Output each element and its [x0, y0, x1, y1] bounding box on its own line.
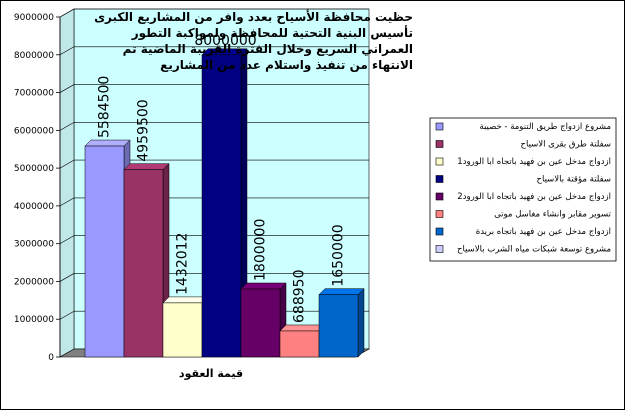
- bar: [201, 48, 248, 358]
- legend-item: سفلتة مؤقتة بالاسياح: [435, 175, 611, 185]
- legend-item: مشروع ازدواج طريق التنومة - خصيبة: [435, 122, 611, 132]
- gridline-side: [59, 8, 75, 18]
- legend-label: ازدواج مدخل عين بن فهيد باتجاه ابا الورو…: [457, 157, 611, 167]
- chart-title-line: العمراني السريع وخلال الفترة القريبة الم…: [123, 42, 413, 57]
- bar: [123, 163, 170, 358]
- data-label: 1650000: [331, 224, 347, 286]
- legend-label: ازدواج مدخل عين بن فهيد باتجاه ابا الورو…: [457, 192, 611, 202]
- data-label: 1432012: [175, 233, 191, 295]
- legend-item: تسوير مقابر وانشاء مغاسل موتى: [435, 210, 612, 220]
- data-label: 1800000: [253, 219, 269, 281]
- bar-top: [240, 282, 287, 290]
- legend-label: مشروع ازدواج طريق التنومة - خصيبة: [479, 122, 611, 132]
- bar: [279, 324, 326, 358]
- bar: [162, 296, 209, 358]
- legend-swatch: [435, 175, 444, 183]
- gridline-side: [59, 122, 75, 131]
- chart-title-line: الانتهاء من تنفيذ واستلام عدد من المشاري…: [160, 58, 413, 73]
- y-tick-label: 4000000: [14, 202, 54, 212]
- y-tick-label: 7000000: [14, 89, 54, 99]
- y-tick-label: 2000000: [14, 277, 54, 287]
- legend-swatch: [435, 192, 444, 201]
- legend-label: سفلتة مؤقتة بالاسياح: [537, 175, 611, 185]
- y-tick-label: 1000000: [14, 315, 54, 325]
- bar: [318, 288, 365, 358]
- bar: [240, 282, 287, 358]
- gridline-side: [59, 235, 75, 244]
- bar-front: [201, 54, 242, 358]
- bar-front: [123, 169, 164, 358]
- y-tick-label: 8000000: [14, 51, 54, 61]
- bars: [84, 48, 365, 358]
- chart-title-line: حظيت محافظة الأسياح بعدد وافر من المشاري…: [94, 9, 413, 25]
- legend-label: سفلتة طرق بقرى الاسياح: [521, 140, 612, 150]
- gridline-side: [59, 159, 75, 169]
- gridline-side: [59, 84, 75, 93]
- data-label: 5584500: [97, 76, 113, 138]
- legend-box: [429, 117, 617, 262]
- data-label: 688950: [292, 270, 308, 323]
- gridline-side: [59, 46, 75, 56]
- legend-swatch: [435, 245, 444, 253]
- legend-swatch: [435, 210, 444, 218]
- legend-item: سفلتة طرق بقرى الاسياح: [435, 140, 612, 150]
- legend-swatch: [435, 227, 444, 236]
- legend-item: ازدواج مدخل عين بن فهيد باتجاه ابا الورو…: [435, 192, 611, 202]
- plot-side-wall: [59, 8, 75, 358]
- legend-item: ازدواج مدخل عين بن فهيد باتجاه ابا الورو…: [435, 157, 611, 167]
- data-label: 8000000: [194, 33, 256, 49]
- legend-label: تسوير مقابر وانشاء مغاسل موتى: [494, 210, 612, 220]
- y-tick-label: 0: [48, 353, 54, 363]
- y-tick-label: 6000000: [14, 126, 54, 136]
- gridline-side: [59, 310, 75, 320]
- y-tick-label: 9000000: [14, 13, 54, 23]
- legend-swatch: [435, 157, 444, 166]
- bar-front: [279, 330, 320, 358]
- y-tick-label: 5000000: [14, 164, 54, 174]
- legend-item: مشروع توسعة شبكات مياه الشرب بالاسياح: [435, 245, 611, 255]
- bar-top: [84, 139, 131, 147]
- bar-top: [279, 324, 326, 332]
- y-axis: 0 1000000 2000000 3000000 4000000 5000000 6000…: [14, 13, 61, 363]
- legend-swatch: [435, 140, 444, 148]
- chart-title: حظيت محافظة الأسياح بعدد وافر من المشاري…: [94, 9, 413, 73]
- legend-label: ازدواج مدخل عين بن فهيد باتجاه بريدة: [476, 227, 611, 237]
- legend-label: مشروع توسعة شبكات مياه الشرب بالاسياح: [457, 245, 611, 255]
- gridline-side: [59, 197, 75, 207]
- bar-top: [162, 296, 209, 304]
- data-labels: 5584500 4959500 1432012 8000000 1800000 68895…: [97, 33, 347, 323]
- legend: مشروع ازدواج طريق التنومة - خصيبة سفلتة ط…: [429, 117, 617, 262]
- data-label: 4959500: [136, 99, 152, 161]
- bar-front: [240, 288, 281, 358]
- bar-top: [318, 288, 365, 295]
- x-axis-label: قيمة العقود: [179, 367, 243, 380]
- y-tick-label: 3000000: [14, 240, 54, 250]
- bar-top: [123, 163, 170, 170]
- chart-title-line: تأسيس البنية التحتية للمحافظة ولمواكبة ا…: [131, 25, 413, 41]
- bar: [84, 139, 131, 358]
- bar-front: [162, 302, 203, 358]
- legend-item: ازدواج مدخل عين بن فهيد باتجاه بريدة: [435, 227, 611, 237]
- legend-swatch: [435, 122, 444, 131]
- bar-front: [318, 294, 359, 358]
- bar-front: [84, 145, 125, 358]
- gridline-side: [59, 273, 75, 282]
- bar-side: [357, 288, 365, 358]
